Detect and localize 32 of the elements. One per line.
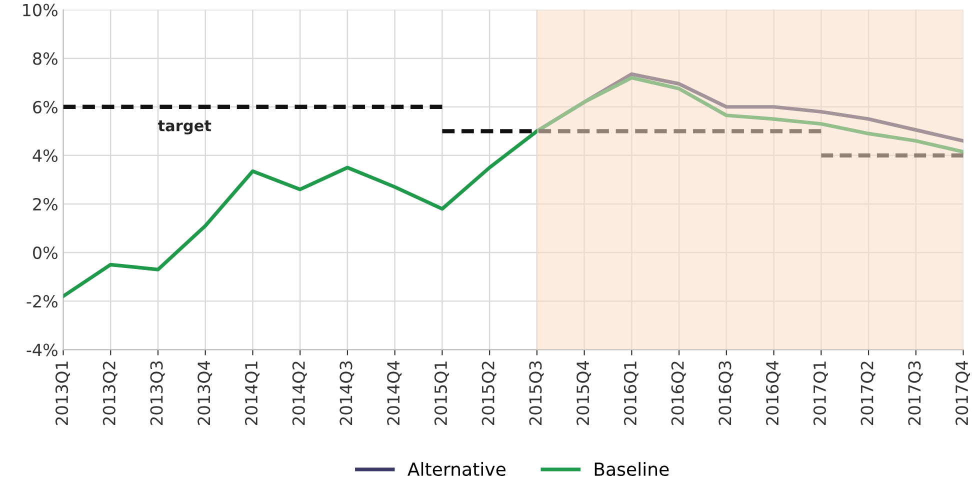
x-tick-label: 2017Q2 (860, 362, 876, 425)
y-tick-label: 10% (23, 4, 58, 16)
x-tick-label: 2017Q3 (908, 361, 923, 425)
x-tick-label: 2014Q3 (340, 361, 354, 425)
legend-label: Baseline (594, 462, 669, 476)
x-tick-label: 2013Q2 (102, 362, 118, 425)
y-tick-label: 4% (32, 149, 58, 162)
y-tick-label: -2% (26, 295, 58, 308)
x-tick-label: 2015Q3 (529, 361, 544, 425)
y-tick-label: 8% (33, 52, 58, 65)
x-tick-label: 2017Q1 (813, 362, 828, 425)
legend-label: Alternative (408, 462, 506, 476)
y-tick-label: -4% (26, 344, 58, 356)
x-tick-label: 2016Q2 (671, 362, 686, 425)
y-tick-label: 0% (33, 246, 58, 260)
y-tick-label: 6% (33, 100, 58, 114)
line-series (63, 76, 964, 298)
x-tick-label: 2015Q1 (434, 362, 449, 425)
annotation: target (158, 120, 212, 134)
x-tick-label: 2016Q4 (766, 360, 781, 425)
x-tick-label: 2014Q4 (387, 360, 402, 425)
x-tick-label: 2015Q2 (482, 362, 496, 425)
x-tick-label: 2016Q3 (718, 361, 734, 425)
y-tick-label: 2% (33, 198, 58, 211)
x-tick-label: 2014Q2 (292, 362, 307, 425)
x-tick-label: 2015Q4 (576, 360, 592, 425)
x-tick-label: 2014Q1 (244, 362, 260, 425)
x-tick-label: 2013Q4 (198, 360, 212, 425)
x-tick-label: 2013Q1 (55, 362, 70, 425)
x-tick-label: 2017Q4 (956, 360, 970, 425)
x-tick-label: 2013Q3 (150, 361, 165, 425)
x-tick-label: 2016Q1 (624, 362, 638, 425)
